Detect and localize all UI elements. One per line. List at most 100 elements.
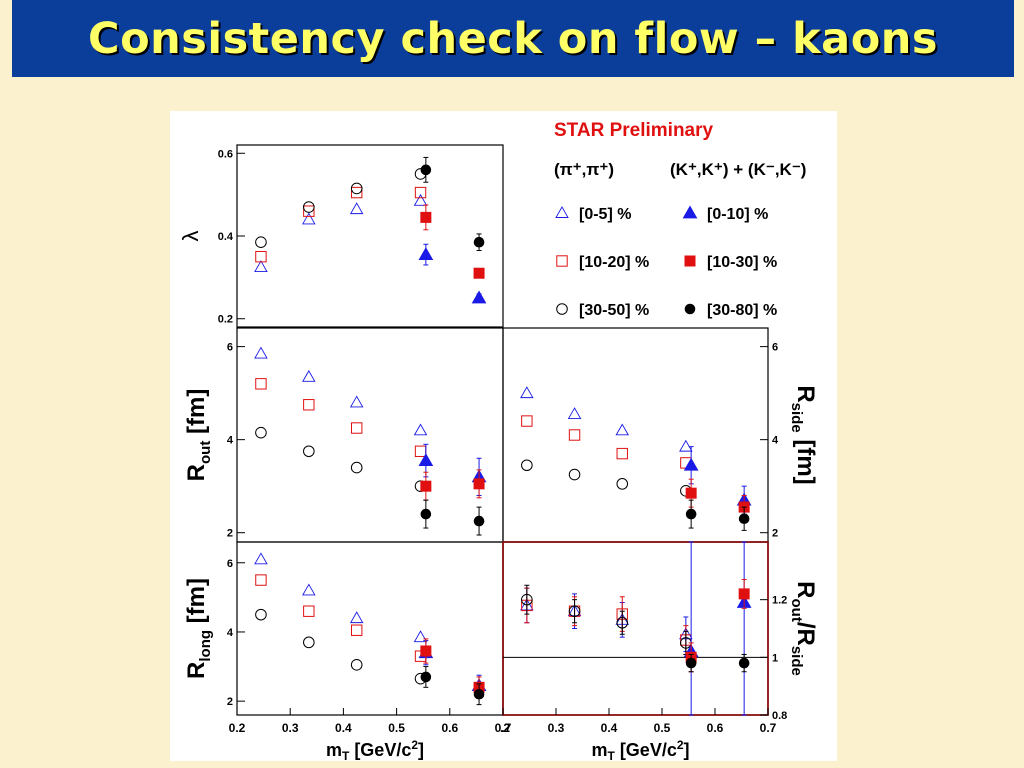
data-point [350, 461, 363, 474]
data-point [254, 552, 268, 565]
legend-entry-label: [10-30] % [707, 254, 777, 271]
data-point [520, 386, 534, 399]
data-point [420, 480, 432, 492]
data-point [420, 211, 432, 223]
panel-frame [502, 541, 769, 716]
data-point [303, 201, 315, 213]
legend-pion-label: (π⁺,π⁺) [554, 160, 614, 179]
y-axis-label: Rlong [fm] [183, 578, 214, 679]
data-point [685, 487, 697, 499]
y-tick-label: 2 [227, 696, 233, 708]
x-tick-label: 0.7 [760, 721, 777, 735]
y-axis-label: Rout [fm] [183, 389, 214, 482]
y-axis-label-main: R [183, 662, 210, 679]
x-axis-label-end: ] [684, 740, 690, 760]
y-axis-label-main: R [792, 385, 819, 402]
y-tick-label: 1.2 [772, 595, 787, 607]
y-axis-label-slash: /R [792, 622, 819, 646]
panel-frame [236, 144, 504, 328]
data-point [473, 688, 485, 700]
x-axis-label-end: ] [418, 740, 424, 760]
panel-rlong: 2 4 6 0.2 0.3 0.4 0.5 0.6 0.7 Rlong [fm] mT [GeV/c… [183, 541, 512, 763]
data-point [349, 611, 364, 624]
data-point [413, 193, 428, 206]
data-point [738, 513, 750, 525]
data-point [351, 186, 363, 199]
data-point [473, 478, 485, 490]
data-point [420, 164, 432, 176]
data-point [420, 645, 432, 657]
data-point [414, 186, 427, 199]
y-tick-label: 6 [227, 558, 233, 570]
title-bar: Consistency check on flow – kaons [12, 0, 1014, 77]
data-point [685, 657, 697, 669]
data-point [521, 459, 533, 472]
data-point [567, 407, 582, 420]
legend-entry: [30-80] % [684, 302, 777, 319]
y-tick-label: 4 [227, 627, 234, 639]
data-point [471, 290, 487, 304]
legend-marker [682, 205, 698, 219]
legend-marker [684, 303, 696, 315]
data-point [255, 426, 267, 439]
panel-frame [502, 327, 769, 543]
y-axis-label-sub: side [788, 403, 805, 433]
x-tick-label: 0.5 [388, 721, 405, 735]
data-point [413, 423, 428, 436]
legend-entry-label: [0-10] % [707, 206, 768, 223]
x-axis-label-main: m [591, 740, 607, 760]
x-tick-label: 0.6 [707, 721, 724, 735]
legend-kaon-label: (K⁺,K⁺) + (K⁻,K⁻) [670, 160, 806, 179]
x-tick-label: .2 [500, 721, 510, 735]
legend-entry: [10-30] % [684, 254, 777, 271]
data-point [418, 247, 434, 260]
y-tick-label: 4 [227, 435, 234, 447]
data-point [521, 415, 533, 427]
y-axis-label-main: R [183, 464, 210, 481]
y-axis-label-unit: [fm] [183, 578, 210, 630]
legend-entry: [30-50] % [556, 302, 649, 319]
data-point [351, 422, 363, 434]
data-point [420, 508, 432, 520]
panel-frame [236, 541, 504, 716]
data-point [616, 616, 629, 629]
data-point [302, 369, 316, 382]
y-tick-label: 2 [772, 528, 778, 540]
data-point [254, 346, 268, 359]
data-point [302, 212, 316, 225]
data-point [255, 250, 267, 263]
y-tick-label: 6 [772, 342, 778, 354]
x-tick-label: 0.4 [335, 721, 352, 735]
y-axis-label: Rside [fm] [788, 385, 819, 484]
data-point [568, 468, 581, 481]
x-tick-label: 0.7 [495, 721, 512, 735]
panel-ratio: 0.8 1 1.2 .2 0.3 0.4 0.5 0.6 0.7 Rout/Rside mT [Ge… [500, 541, 819, 763]
data-point [414, 445, 427, 457]
legend-entry: [0-5] % [555, 206, 631, 223]
panel-rout: 2 4 6 Rout [fm] [183, 327, 504, 543]
y-tick-label: 0.2 [218, 314, 233, 326]
legend-marker [555, 206, 569, 218]
y-tick-label: 2 [227, 528, 233, 540]
legend-entry-label: [30-80] % [707, 302, 777, 319]
x-tick-label: 0.5 [654, 721, 671, 735]
data-point [683, 457, 699, 471]
x-axis-label-main: m [326, 740, 342, 760]
y-axis-label: Rout/Rside [788, 581, 819, 676]
data-point [303, 399, 315, 411]
legend-entry-label: [10-20] % [579, 254, 649, 271]
panel-lambda: 0.2 0.4 0.6 λ [178, 144, 504, 328]
data-point [473, 267, 485, 279]
data-point [349, 395, 364, 408]
data-point [255, 574, 267, 586]
y-tick-label: 1 [772, 652, 778, 664]
x-axis-label-sub: T [342, 749, 350, 761]
y-axis-label-unit: [fm] [183, 389, 210, 441]
y-axis-label-sub: out [788, 599, 805, 622]
data-point [738, 588, 750, 600]
data-point [685, 508, 697, 520]
data-point [568, 605, 581, 618]
legend-entry: [0-10] % [682, 205, 768, 223]
legend-entry-label: [0-5] % [579, 206, 631, 223]
data-point [303, 636, 315, 649]
